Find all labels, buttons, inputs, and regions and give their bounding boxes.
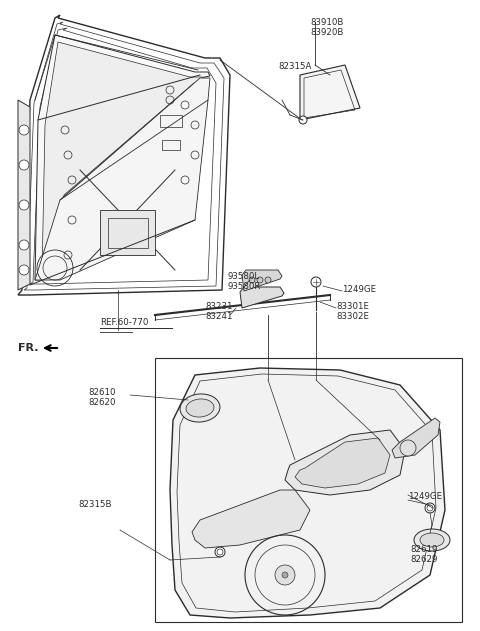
Circle shape: [400, 440, 416, 456]
Polygon shape: [35, 78, 210, 280]
Circle shape: [257, 277, 263, 283]
Circle shape: [19, 125, 29, 135]
Polygon shape: [192, 490, 310, 548]
Text: 83301E
83302E: 83301E 83302E: [336, 302, 369, 321]
Polygon shape: [42, 42, 204, 275]
Circle shape: [299, 116, 307, 124]
Circle shape: [19, 160, 29, 170]
Polygon shape: [170, 368, 445, 618]
Polygon shape: [18, 15, 230, 295]
Polygon shape: [240, 287, 284, 308]
Text: FR.: FR.: [18, 343, 38, 353]
Text: 82315A: 82315A: [278, 62, 312, 71]
Circle shape: [311, 277, 321, 287]
Circle shape: [265, 277, 271, 283]
Circle shape: [19, 200, 29, 210]
Text: 82315B: 82315B: [78, 500, 111, 509]
Text: 83910B
83920B: 83910B 83920B: [310, 18, 343, 37]
Polygon shape: [242, 270, 282, 291]
Polygon shape: [155, 358, 462, 622]
Text: 1249GE: 1249GE: [408, 492, 442, 501]
Text: 1249GE: 1249GE: [342, 285, 376, 293]
Ellipse shape: [414, 529, 450, 551]
Polygon shape: [35, 35, 210, 280]
Polygon shape: [285, 430, 405, 495]
Circle shape: [215, 547, 225, 557]
Circle shape: [425, 503, 435, 513]
Circle shape: [282, 572, 288, 578]
Polygon shape: [100, 210, 155, 255]
Polygon shape: [392, 418, 440, 458]
Polygon shape: [300, 65, 360, 120]
Ellipse shape: [186, 399, 214, 417]
Text: 83231
83241: 83231 83241: [205, 302, 232, 321]
Text: 82610
82620: 82610 82620: [88, 388, 116, 408]
Circle shape: [249, 277, 255, 283]
Text: 82619
82629: 82619 82629: [410, 545, 437, 564]
Text: 93580L
93580R: 93580L 93580R: [228, 272, 262, 292]
Polygon shape: [18, 100, 30, 290]
Polygon shape: [295, 438, 390, 488]
Circle shape: [19, 265, 29, 275]
Text: REF.60-770: REF.60-770: [100, 318, 148, 327]
Ellipse shape: [420, 533, 444, 547]
Circle shape: [275, 565, 295, 585]
Ellipse shape: [180, 394, 220, 422]
Circle shape: [19, 240, 29, 250]
